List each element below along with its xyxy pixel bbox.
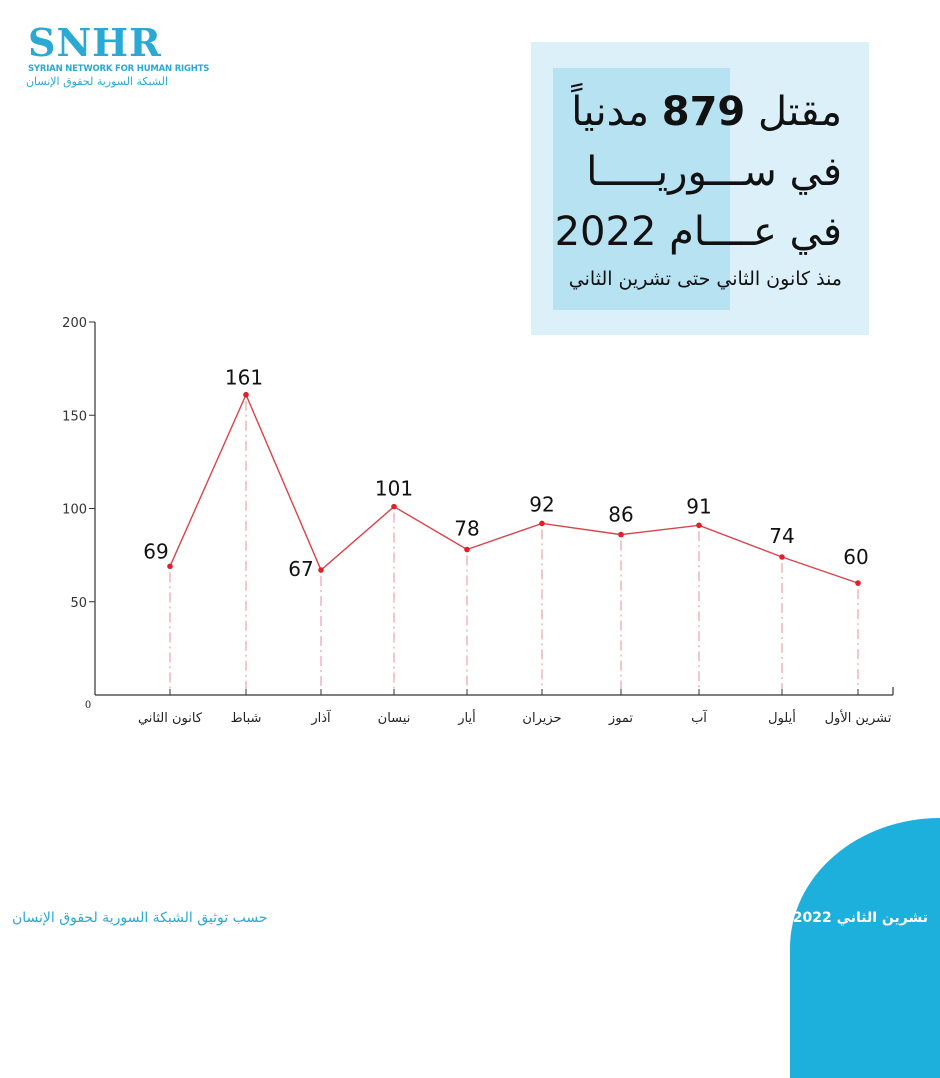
y-tick-label: 100: [62, 503, 87, 518]
y-tick-label: 0: [85, 700, 91, 711]
logo-english-name: SYRIAN NETWORK FOR HUMAN RIGHTS: [28, 64, 210, 74]
data-point: [391, 503, 397, 510]
source-note: حسب توثيق الشبكة السورية لحقوق الإنسان: [12, 910, 268, 926]
x-tick-label: أيار: [457, 709, 475, 726]
x-tick-label: كانون الثاني: [138, 711, 203, 726]
data-point: [539, 520, 545, 527]
data-point: [464, 546, 470, 553]
data-label: 67: [288, 557, 313, 581]
snhr-logo: SNHR SYRIAN NETWORK FOR HUMAN RIGHTS الش…: [25, 20, 210, 89]
data-point: [618, 531, 624, 538]
headline-total-count: 879: [661, 89, 746, 135]
x-tick-label: تشرين الأول: [825, 709, 892, 726]
x-tick-label: تموز: [608, 711, 634, 726]
headline: مقتل 879 مدنياً في ســـوريـــــا في عـــ…: [522, 82, 842, 294]
data-label: 78: [454, 517, 479, 541]
data-label: 92: [529, 492, 554, 516]
data-label: 161: [225, 366, 263, 390]
headline-line-2: في ســـوريـــــا: [586, 149, 842, 195]
series-line: [169, 392, 859, 584]
y-tick-label: 50: [70, 596, 87, 611]
headline-prefix: مقتل: [757, 89, 842, 135]
headline-subtitle: منذ كانون الثاني حتى تشرين الثاني: [568, 268, 842, 290]
report-date: تشرين الثاني 2022: [792, 910, 928, 926]
data-point: [318, 567, 324, 573]
data-label: 69: [143, 539, 168, 563]
data-point: [855, 580, 861, 586]
data-point: [779, 554, 785, 560]
data-point: [696, 522, 702, 529]
data-label: 101: [375, 477, 413, 501]
x-tick-label: أيلول: [768, 709, 796, 726]
logo-mark: SNHR: [28, 20, 162, 65]
logo-arabic-name: الشبكة السورية لحقوق الإنسان: [25, 75, 168, 88]
data-label: 60: [843, 545, 868, 569]
data-point: [243, 391, 249, 398]
y-tick-label: 150: [62, 409, 87, 424]
headline-line-1: مقتل 879 مدنياً: [522, 82, 842, 142]
x-tick-label: آذار: [310, 709, 332, 726]
y-tick-label: 200: [62, 316, 87, 331]
data-label: 91: [686, 494, 711, 518]
x-tick-label: نيسان: [378, 711, 411, 726]
x-tick-label: حزيران: [522, 711, 561, 726]
data-point: [167, 563, 173, 570]
x-tick-label: شباط: [231, 711, 262, 726]
data-label: 74: [769, 524, 794, 548]
data-label: 86: [608, 503, 633, 527]
headline-line-3: في عــــام 2022: [554, 209, 842, 255]
line-chart: 0 50 100 150 200 كانون الثاني شباط آذار نيسان أيا…: [62, 316, 894, 726]
x-tick-label: آب: [691, 709, 708, 726]
headline-box-accent: [553, 68, 730, 310]
headline-suffix: مدنياً: [571, 89, 650, 135]
